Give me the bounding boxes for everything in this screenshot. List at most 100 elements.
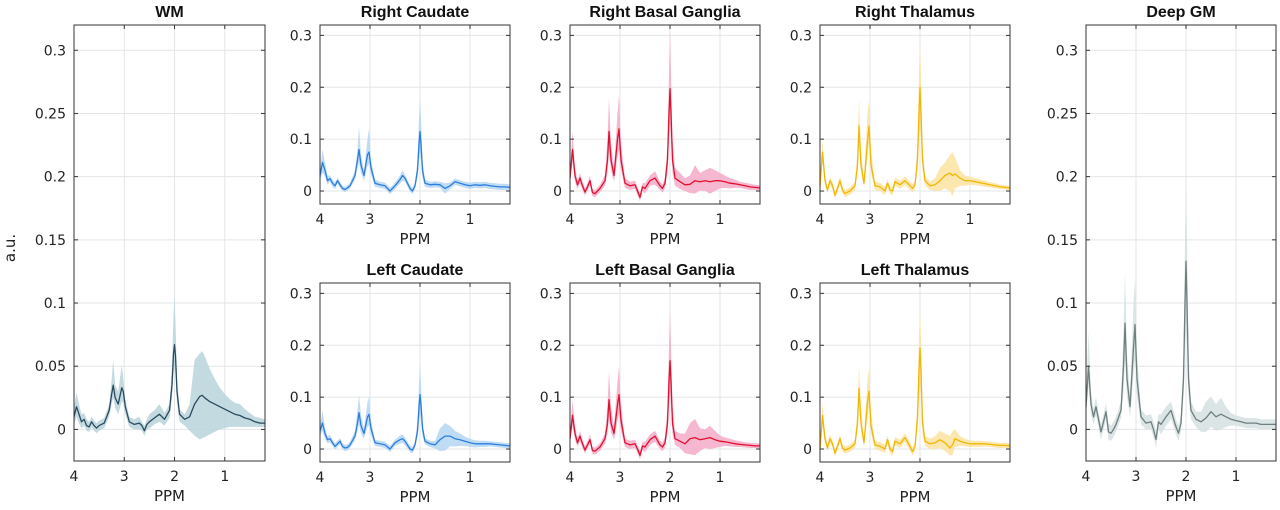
y-tick-label: 0.2 [790,80,812,96]
mean-spectrum-line [73,344,265,432]
y-tick-label: 0.3 [540,286,562,302]
x-tick-label: 1 [966,470,975,486]
y-tick-label: 0.2 [790,338,812,354]
mean-spectrum-line [319,393,511,451]
plot-area [570,283,760,462]
y-tick-label: 0.2 [290,338,312,354]
panel-left-basal-ganglia: 4 3 2 1 0 0.1 0.2 0.3 Left Basal Ganglia PPM [540,262,761,506]
x-axis-label: PPM [399,230,430,248]
x-tick-label: 1 [716,470,725,486]
x-tick-label: 3 [866,212,875,228]
panel-title: Right Thalamus [855,4,975,21]
y-tick-label: 0.2 [1056,170,1078,186]
y-tick-label: 0 [303,442,312,458]
std-band [74,296,265,440]
mean-spectrum-line [569,360,760,456]
x-tick-label: 4 [316,470,325,486]
x-tick-label: 3 [120,469,129,485]
x-tick-label: 1 [1232,469,1241,485]
x-tick-label: 1 [220,469,229,485]
y-tick-label: 0.15 [35,233,66,249]
x-tick-label: 4 [70,469,79,485]
y-tick-label: 0 [803,442,812,458]
x-axis-label: PPM [899,230,930,248]
x-tick-label: 3 [866,470,875,486]
x-tick-label: 4 [316,212,325,228]
plot-area [320,283,510,462]
y-tick-label: 0.3 [790,28,812,44]
y-tick-label: 0.2 [44,170,66,186]
y-tick-label: 0.2 [540,80,562,96]
x-tick-label: 4 [566,212,575,228]
y-axis-label: a.u. [1,234,19,262]
y-tick-label: 0.1 [290,390,312,406]
panel-title: Right Basal Ganglia [589,4,740,21]
x-tick-label: 2 [1182,469,1191,485]
x-axis-label: PPM [649,230,680,248]
axes-box [1085,24,1277,462]
y-tick-label: 0.1 [540,132,562,148]
y-tick-label: 0.2 [540,338,562,354]
y-tick-label: 0 [553,184,562,200]
mean-spectrum-line [819,347,1011,454]
panel-left-caudate: 4 3 2 1 0 0.1 0.2 0.3 Left Caudate PPM [290,262,511,506]
x-tick-label: 2 [416,470,425,486]
mean-spectrum-line [569,88,761,198]
y-tick-label: 0.3 [290,28,312,44]
plot-area [570,25,760,204]
x-tick-label: 2 [170,469,179,485]
x-tick-label: 3 [366,212,375,228]
std-band [1086,176,1276,448]
x-tick-label: 3 [616,470,625,486]
x-tick-label: 4 [816,212,825,228]
x-tick-label: 4 [816,470,825,486]
x-axis-label: PPM [1165,487,1196,505]
x-tick-label: 4 [1082,469,1091,485]
x-axis-label: PPM [649,488,680,506]
plot-area [820,25,1010,204]
panel-right-thalamus: 4 3 2 1 0 0.1 0.2 0.3 Right Thalamus PPM [790,4,1011,248]
x-tick-label: 2 [416,212,425,228]
y-tick-label: 0.05 [1047,359,1078,375]
mean-spectrum-line [819,86,1011,196]
y-tick-label: 0.15 [1047,233,1078,249]
panel-title: Left Basal Ganglia [595,262,735,279]
plot-area [320,25,510,204]
axes-box [819,24,1011,205]
y-tick-label: 0.25 [35,106,66,122]
plot-area [74,25,265,461]
x-tick-label: 1 [966,212,975,228]
y-tick-label: 0 [303,184,312,200]
axes-box [73,24,266,462]
x-tick-label: 3 [1132,469,1141,485]
axes-box [319,24,511,205]
x-tick-label: 3 [616,212,625,228]
y-tick-label: 0.1 [790,132,812,148]
y-tick-label: 0.05 [35,359,66,375]
y-tick-label: 0.2 [290,80,312,96]
y-tick-label: 0.3 [44,43,66,59]
panel-title: WM [155,4,183,21]
x-tick-label: 1 [466,212,475,228]
y-tick-label: 0.1 [290,132,312,148]
x-tick-label: 1 [716,212,725,228]
axes-box [569,24,761,205]
x-tick-label: 2 [916,470,925,486]
panel-title: Deep GM [1146,4,1215,21]
std-band [320,97,510,195]
panel-title: Left Caudate [367,262,464,279]
panel-right-basal-ganglia: 4 3 2 1 0 0.1 0.2 0.3 Right Basal Ganglia PPM [540,4,761,248]
y-tick-label: 0.25 [1047,106,1078,122]
y-tick-label: 0.3 [540,28,562,44]
y-tick-label: 0.1 [790,390,812,406]
x-tick-label: 2 [666,470,675,486]
panel-title: Left Thalamus [861,262,970,279]
panel-right-caudate: 4 3 2 1 0 0.1 0.2 0.3 Right Caudate PPM [290,4,511,248]
axes-box [319,282,511,463]
x-axis-label: PPM [399,488,430,506]
panel-left-thalamus: 4 3 2 1 0 0.1 0.2 0.3 Left Thalamus PPM [790,262,1011,506]
x-tick-label: 2 [666,212,675,228]
x-tick-label: 3 [366,470,375,486]
y-tick-label: 0.3 [790,286,812,302]
